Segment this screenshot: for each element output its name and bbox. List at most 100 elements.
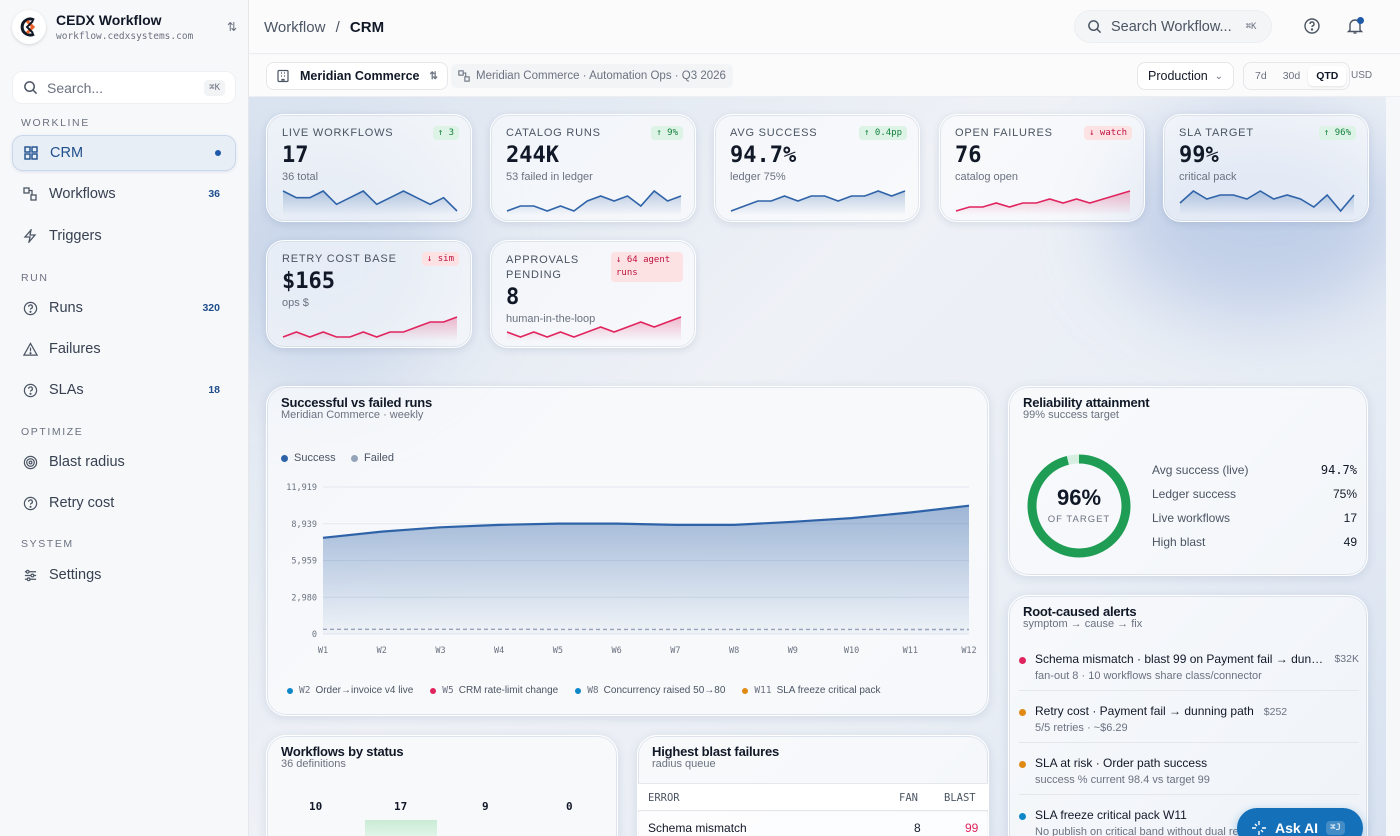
sparkline-area (283, 191, 457, 215)
grid-icon (23, 145, 39, 161)
ask-ai-shortcut: ⌘J (1326, 821, 1345, 835)
success-area (323, 505, 969, 634)
section-run: RUN (21, 272, 49, 284)
alert-item[interactable]: SLA at risk · Order path success success … (1019, 748, 1359, 795)
environment-select[interactable]: Production ⌄ (1137, 62, 1234, 90)
sliders-icon (22, 567, 38, 583)
sidebar-item-retry-cost[interactable]: Retry cost (12, 485, 236, 521)
range-7d[interactable]: 7d (1255, 70, 1267, 82)
y-tick-label: 8,939 (291, 520, 317, 530)
sidebar-item-label: Triggers (49, 228, 102, 244)
annotation-dot (742, 687, 749, 694)
kpi-card[interactable]: CATALOG RUNS 244K 53 failed in ledger ↑ … (490, 114, 696, 222)
status-subtitle: 36 definitions (281, 758, 346, 770)
annotation: W11 SLA freeze critical pack (742, 685, 881, 696)
workspace-switcher[interactable]: CEDX Workflow workflow.cedxsystems.com ⇅ (12, 10, 237, 44)
reliability-panel: Reliability attainment 99% success targe… (1008, 386, 1368, 576)
sidebar-item-failures[interactable]: Failures (12, 331, 236, 367)
kpi-value: 17 (282, 143, 309, 168)
runs-chart-title: Successful vs failed runs (281, 395, 433, 410)
search-icon (24, 81, 38, 95)
kpi-card[interactable]: APPROVALS PENDING 8 human-in-the-loop ↓ … (490, 240, 696, 348)
alert-item[interactable]: Schema mismatch · blast 99 on Payment fa… (1019, 644, 1359, 691)
kpi-card[interactable]: OPEN FAILURES 76 catalog open ↓ watch (939, 114, 1145, 222)
sidebar-item-triggers[interactable]: Triggers (12, 218, 236, 254)
sidebar-search-placeholder: Search... (47, 79, 104, 96)
kpi-card[interactable]: SLA TARGET 99% critical pack ↑ 96% (1163, 114, 1369, 222)
kpi-card[interactable]: AVG SUCCESS 94.7% ledger 75% ↑ 0.4pp (714, 114, 920, 222)
col-fan[interactable]: FAN (899, 792, 918, 804)
sidebar-item-runs[interactable]: Runs 320 (12, 290, 236, 326)
alert-amount: $32K (1334, 653, 1359, 665)
row-label: High blast (1152, 535, 1206, 549)
search-shortcut: ⌘K (1245, 21, 1257, 32)
success-line (322, 504, 970, 539)
sidebar-item-workflows[interactable]: Workflows 36 (12, 176, 236, 212)
annotation-code: W5 (442, 685, 454, 696)
sparkline (730, 190, 906, 215)
brand-title: CEDX Workflow (56, 12, 162, 28)
range-30d[interactable]: 30d (1282, 70, 1301, 82)
workspace-select[interactable]: Meridian Commerce ⇅ (266, 62, 448, 90)
sparkline (506, 316, 682, 341)
reliability-row: High blast 49 (1152, 535, 1357, 549)
ask-ai-button[interactable]: Ask AI ⌘J (1237, 808, 1363, 836)
section-system: SYSTEM (21, 538, 74, 550)
kpi-badge: ↓ watch (1084, 126, 1132, 140)
annotation-code: W2 (299, 685, 311, 696)
sidebar-item-blast-radius[interactable]: Blast radius (12, 444, 236, 480)
reliability-title: Reliability attainment (1023, 395, 1150, 410)
kpi-label: AVG SUCCESS (730, 127, 818, 139)
help-icon[interactable] (1303, 17, 1321, 35)
status-count: 17 (394, 800, 408, 813)
header-search[interactable]: Search Workflow... ⌘K (1074, 10, 1272, 43)
reliability-subtitle: 99% success target (1023, 409, 1119, 421)
kpi-badge: ↑ 3 (432, 126, 459, 140)
range-qtd[interactable]: QTD (1308, 66, 1347, 86)
breadcrumb-root[interactable]: Workflow (264, 19, 326, 36)
chevron-down-icon: ⌄ (1214, 70, 1223, 82)
cell-error: Schema mismatch (648, 821, 747, 835)
alerts-subtitle: symptom → cause → fix (1023, 618, 1143, 630)
blast-panel: Highest blast failures radius queue ERRO… (637, 735, 989, 836)
kpi-value: $165 (282, 269, 335, 294)
sidebar-item-count: 18 (208, 384, 220, 396)
kpi-badge: ↑ 9% (651, 126, 683, 140)
alert-sub: 5/5 retries · ~$6.29 (1035, 722, 1128, 734)
section-workline: WORKLINE (21, 117, 90, 129)
cell-blast: 99 (965, 821, 979, 835)
row-value: 75% (1332, 487, 1357, 501)
sidebar-item-settings[interactable]: Settings (12, 557, 236, 593)
sparkline-area (731, 191, 905, 215)
kpi-badge: ↓ sim (421, 252, 459, 266)
alert-sub: No publish on critical band without dual… (1035, 826, 1261, 836)
alert-item[interactable]: Retry cost · Payment fail → dunning path… (1019, 696, 1359, 743)
kpi-value: 94.7% (730, 143, 797, 168)
kpi-label: APPROVALS PENDING (506, 254, 580, 281)
header-search-placeholder: Search Workflow... (1111, 18, 1232, 35)
annotation: W5 CRM rate-limit change (430, 685, 558, 696)
kpi-card[interactable]: RETRY COST BASE $165 ops $ ↓ sim (266, 240, 472, 348)
kpi-sub: ledger 75% (730, 171, 786, 183)
legend-swatch (281, 454, 288, 462)
sparkline-line (282, 316, 458, 338)
context-chip: Meridian Commerce · Automation Ops · Q3 … (451, 64, 733, 88)
alert-item[interactable]: SLA freeze critical pack W11 No publish o… (1019, 800, 1359, 836)
sidebar-item-crm[interactable]: CRM (12, 135, 236, 171)
kpi-sub: ops $ (282, 297, 309, 309)
sidebar-search[interactable]: Search... ⌘K (12, 71, 236, 104)
kpi-card[interactable]: LIVE WORKFLOWS 17 36 total ↑ 3 (266, 114, 472, 222)
severity-dot (1019, 813, 1026, 820)
x-tick-label: W1 (318, 646, 328, 656)
col-error[interactable]: ERROR (648, 792, 680, 804)
sparkline-area (507, 191, 681, 215)
kpi-value: 99% (1179, 143, 1219, 168)
search-shortcut: ⌘K (204, 79, 225, 96)
sparkline (955, 190, 1131, 215)
sidebar-item-slas[interactable]: SLAs 18 (12, 372, 236, 408)
col-blast[interactable]: BLAST (944, 792, 976, 804)
currency-label[interactable]: USD (1351, 70, 1373, 81)
kpi-value: 244K (506, 143, 559, 168)
ask-ai-label: Ask AI (1275, 820, 1319, 836)
table-row[interactable]: Schema mismatch 8 99 (638, 812, 988, 836)
